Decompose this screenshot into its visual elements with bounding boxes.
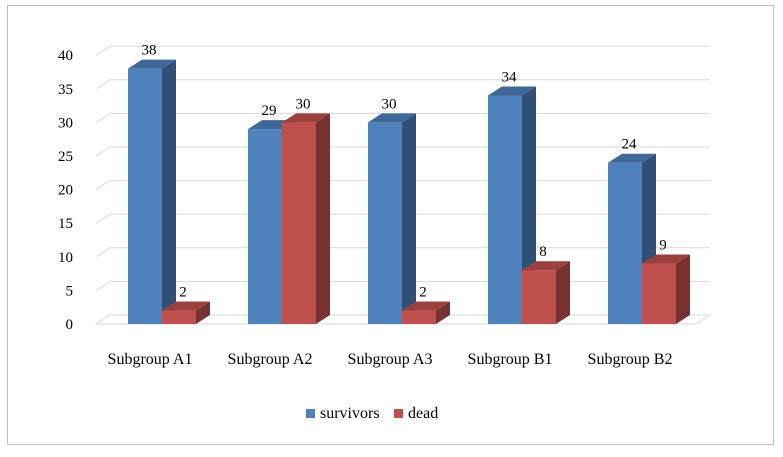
gridline-side [95,79,111,90]
bar-survivors [488,86,536,325]
bar-front [282,122,316,325]
bar-dead [642,254,690,324]
data-label: 24 [622,137,638,153]
category-label: Subgroup A2 [228,351,313,368]
legend-swatch-dead [394,409,403,418]
data-label: 29 [262,103,277,119]
gridline-side [95,280,111,291]
data-label: 2 [419,285,427,301]
y-tick-label: 5 [66,283,74,299]
bar-front [642,263,676,324]
data-label: 2 [179,285,187,301]
gridline-side [95,146,111,157]
gridline-side [95,180,111,191]
y-tick-label: 15 [58,216,73,232]
y-tick-label: 10 [58,250,73,266]
bar-front [368,122,402,325]
y-tick-label: 30 [58,115,73,131]
bar-front [402,310,436,324]
bar-side [196,301,210,324]
gridline-side [95,213,111,224]
bar-side [316,113,330,325]
gridline-side [95,45,111,56]
category-label: Subgroup B2 [588,351,673,368]
bar-top [282,113,330,123]
bar-side [162,59,176,324]
y-tick-label: 40 [58,48,73,64]
bar-top [488,86,536,96]
bar-side [402,113,416,325]
bar-top [402,301,450,311]
bar-side [436,301,450,324]
legend-label-dead: dead [408,405,438,422]
legend-swatch-survivors [306,409,315,418]
bar-top [162,301,210,311]
bar-dead [282,113,330,325]
data-label: 8 [539,244,547,260]
bar-top [522,261,570,271]
y-tick-label: 25 [58,149,73,165]
category-label: Subgroup A1 [108,351,193,368]
bar-front [608,162,642,324]
bar-top [608,153,656,163]
bar-survivors [128,59,176,324]
bar-top [368,113,416,123]
bar-dead [522,261,570,324]
gridline-side [95,247,111,258]
data-label: 30 [296,96,311,112]
category-label: Subgroup A3 [348,351,433,368]
bar-dead [402,301,450,324]
legend-label-survivors: survivors [320,405,380,422]
data-label: 30 [382,96,397,112]
bar-front [488,95,522,325]
data-label: 9 [659,238,667,254]
bar-front [128,68,162,324]
category-label: Subgroup B1 [468,351,553,368]
bar-top [642,254,690,264]
y-tick-label: 20 [58,183,73,199]
bar-top [128,59,176,69]
bar-side [676,254,690,324]
gridline-side [95,112,111,123]
data-label: 34 [502,70,518,86]
bar-front [522,270,556,324]
bar-front [248,129,282,324]
y-tick-label: 35 [58,82,73,98]
bar-front [162,310,196,324]
bar-survivors [368,113,416,325]
data-label: 38 [142,43,157,59]
bar-side [556,261,570,324]
y-tick-label: 0 [66,317,74,333]
bar-dead [162,301,210,324]
